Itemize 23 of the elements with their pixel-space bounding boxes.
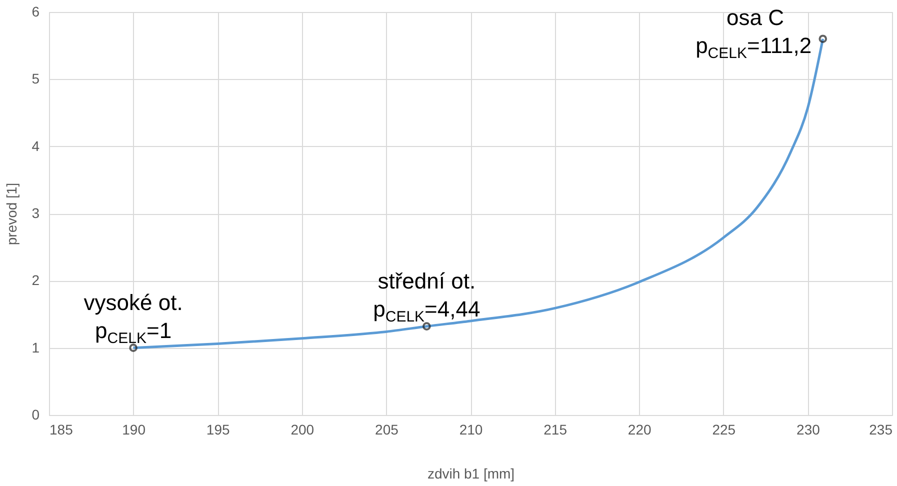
x-tick-label: 225 bbox=[712, 422, 736, 438]
x-axis-title: zdvih b1 [mm] bbox=[427, 466, 515, 482]
x-tick-label: 230 bbox=[796, 422, 820, 438]
x-tick-label: 200 bbox=[290, 422, 314, 438]
x-tick-label: 220 bbox=[628, 422, 652, 438]
x-tick-label: 190 bbox=[122, 422, 146, 438]
y-tick-label: 3 bbox=[32, 205, 40, 221]
x-tick-label: 185 bbox=[50, 422, 74, 438]
y-tick-label: 1 bbox=[32, 339, 40, 356]
point bbox=[129, 344, 138, 352]
x-tick-label: 215 bbox=[544, 422, 568, 438]
y-tick-label: 4 bbox=[32, 138, 40, 154]
y-axis-title: prevod [1] bbox=[4, 182, 20, 246]
x-tick-label: 210 bbox=[459, 422, 483, 438]
y-tick-label: 5 bbox=[32, 70, 40, 87]
y-tick-label: 6 bbox=[32, 4, 40, 20]
x-tick-label: 235 bbox=[869, 422, 893, 438]
x-tick-label: 205 bbox=[375, 422, 399, 438]
point bbox=[818, 34, 828, 44]
y-tick-label: 0 bbox=[32, 406, 40, 422]
point bbox=[422, 322, 431, 330]
y-tick-label: 2 bbox=[32, 272, 40, 288]
x-tick-label: 195 bbox=[206, 422, 230, 438]
